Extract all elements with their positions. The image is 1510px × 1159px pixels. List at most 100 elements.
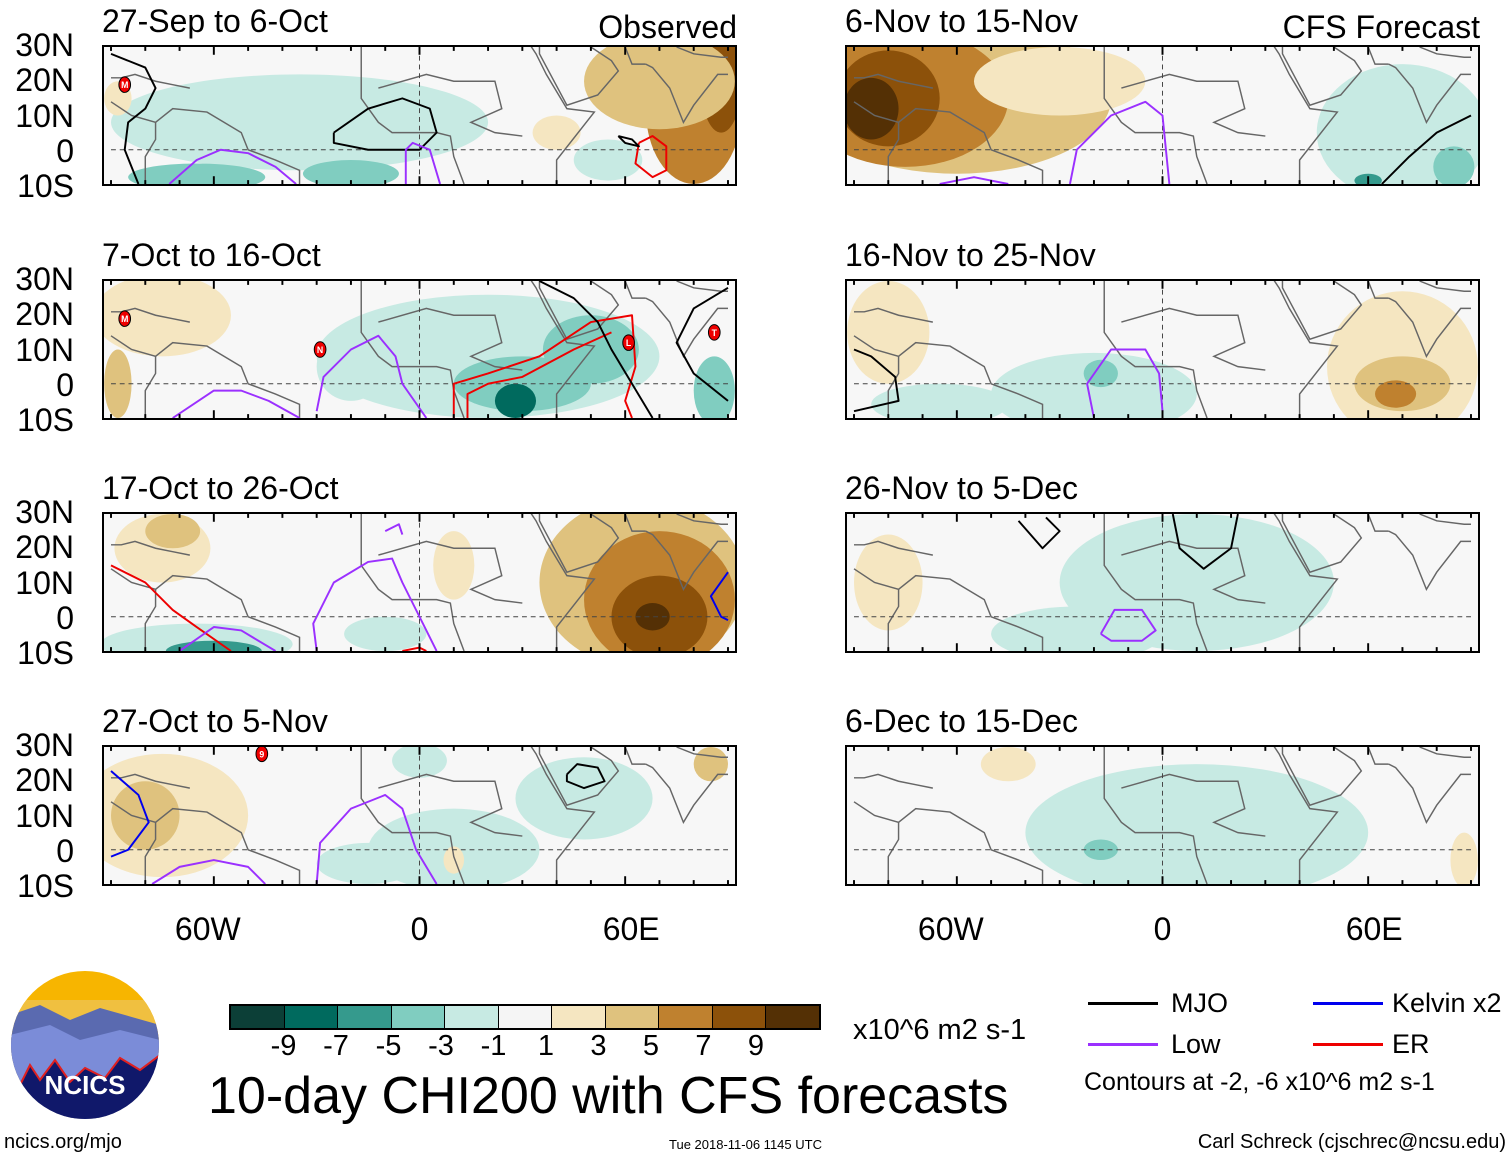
anomaly-shading bbox=[111, 74, 489, 171]
contours-note: Contours at -2, -6 x10^6 m2 s-1 bbox=[1084, 1068, 1435, 1096]
lat-label: 0 bbox=[56, 132, 74, 169]
coastline bbox=[854, 773, 933, 789]
kelvin-contour bbox=[709, 571, 729, 622]
lon-label: 60W bbox=[174, 911, 241, 947]
coastline bbox=[853, 568, 1044, 651]
low-contour bbox=[172, 389, 301, 418]
mjo-contour bbox=[565, 763, 606, 790]
svg-text:N: N bbox=[317, 345, 323, 355]
footer-author: Carl Schreck (cjschrec@ncsu.edu) bbox=[1197, 1131, 1506, 1153]
coastline bbox=[645, 763, 728, 824]
svg-text:M: M bbox=[121, 314, 128, 324]
low-contour bbox=[312, 557, 438, 651]
coastline bbox=[854, 73, 933, 89]
colorbar-swatch bbox=[284, 1006, 338, 1028]
coastline bbox=[1273, 747, 1339, 884]
er-contour bbox=[634, 135, 668, 179]
tropical-cyclone-icon: M bbox=[118, 310, 132, 327]
colorbar-swatch bbox=[391, 1006, 445, 1028]
colorbar-tick-label: 1 bbox=[537, 1030, 555, 1062]
coastline bbox=[110, 335, 301, 418]
coastline bbox=[854, 307, 933, 323]
coastline bbox=[378, 773, 523, 837]
colorbar-swatch bbox=[552, 1006, 606, 1028]
anomaly-shading bbox=[573, 139, 643, 181]
tropical-cyclone-icon: T bbox=[707, 324, 721, 341]
coastline bbox=[1388, 297, 1471, 358]
lat-label: 30N bbox=[15, 494, 74, 530]
coastline bbox=[1121, 540, 1266, 604]
coastline bbox=[111, 73, 190, 89]
map-panel: 6-Nov to 15-Nov CFS Forecast bbox=[845, 5, 1480, 186]
anomaly-shading bbox=[635, 603, 670, 631]
coastline bbox=[1419, 281, 1471, 293]
mjo-legend-line bbox=[1088, 1002, 1158, 1005]
anomaly-shading bbox=[302, 160, 399, 184]
chi200-map bbox=[845, 745, 1480, 886]
ncics-logo: NCICS bbox=[11, 971, 159, 1119]
anomaly-shading bbox=[316, 332, 386, 401]
coastline bbox=[378, 73, 523, 137]
panel-title: 17-Oct to 26-Oct bbox=[102, 470, 339, 506]
panel-title: 26-Nov to 5-Dec bbox=[845, 470, 1078, 506]
coastline bbox=[676, 281, 728, 293]
coastline bbox=[887, 589, 900, 651]
footer-url[interactable]: ncics.org/mjo bbox=[4, 1131, 122, 1153]
coastline bbox=[538, 514, 620, 574]
anomaly-shading bbox=[1316, 64, 1478, 184]
anomaly-shading bbox=[847, 77, 899, 140]
map-panel: 16-Nov to 25-Nov bbox=[845, 239, 1480, 420]
chi200-map: M bbox=[102, 45, 737, 186]
coastline bbox=[538, 747, 620, 807]
low-contour bbox=[151, 859, 266, 884]
lat-label: 20N bbox=[15, 296, 74, 333]
coastline bbox=[624, 47, 646, 65]
colorbar-tick-label: -9 bbox=[270, 1030, 297, 1062]
low-contour bbox=[179, 626, 277, 651]
panel-title: 6-Nov to 15-Nov bbox=[845, 3, 1078, 39]
panel-title: 27-Oct to 5-Nov bbox=[102, 703, 328, 739]
mjo-contour bbox=[1171, 514, 1239, 570]
coastline bbox=[144, 122, 157, 184]
anomaly-shading bbox=[584, 47, 735, 130]
coastline bbox=[110, 568, 301, 651]
low-contour bbox=[1068, 100, 1171, 184]
mjo-contour bbox=[617, 135, 640, 148]
coastline bbox=[887, 356, 900, 418]
anomaly-shading bbox=[693, 356, 735, 418]
lat-label: 10N bbox=[15, 331, 74, 368]
lon-label: 0 bbox=[1153, 911, 1172, 947]
map-panel: 17-Oct to 26-Oct 30N 20N 10N 0 10S bbox=[15, 472, 737, 669]
coastline bbox=[1419, 47, 1471, 59]
low-contour bbox=[1099, 608, 1157, 642]
coastline bbox=[624, 747, 646, 765]
anomaly-shading bbox=[854, 534, 923, 631]
svg-text:9: 9 bbox=[259, 749, 264, 759]
mjo-contour bbox=[853, 348, 900, 413]
coastline bbox=[378, 540, 523, 604]
coastline bbox=[530, 514, 596, 651]
coastline bbox=[676, 747, 728, 759]
low-legend-label: Low bbox=[1171, 1029, 1221, 1059]
anomaly-shading bbox=[1025, 764, 1369, 884]
mjo-contour bbox=[1017, 516, 1061, 550]
colorbar-swatch bbox=[338, 1006, 392, 1028]
panel-title: 16-Nov to 25-Nov bbox=[845, 237, 1096, 273]
er-legend-line bbox=[1313, 1043, 1383, 1046]
lat-label: 10S bbox=[17, 868, 74, 904]
lat-label: 30N bbox=[15, 727, 74, 763]
chi200-map bbox=[845, 512, 1480, 653]
er-contour bbox=[466, 331, 612, 418]
coastline bbox=[853, 335, 1044, 418]
coastline bbox=[1121, 773, 1266, 837]
coastline bbox=[853, 101, 1044, 184]
coastline bbox=[111, 540, 190, 556]
chi200-map: 9 bbox=[102, 745, 737, 886]
lat-label: 0 bbox=[56, 366, 74, 403]
coastline bbox=[624, 514, 646, 532]
colorbar-swatch bbox=[231, 1006, 285, 1028]
lon-label: 60E bbox=[1345, 911, 1403, 947]
coastline bbox=[1388, 763, 1471, 824]
coastline bbox=[538, 47, 620, 107]
chi200-map bbox=[845, 45, 1480, 186]
